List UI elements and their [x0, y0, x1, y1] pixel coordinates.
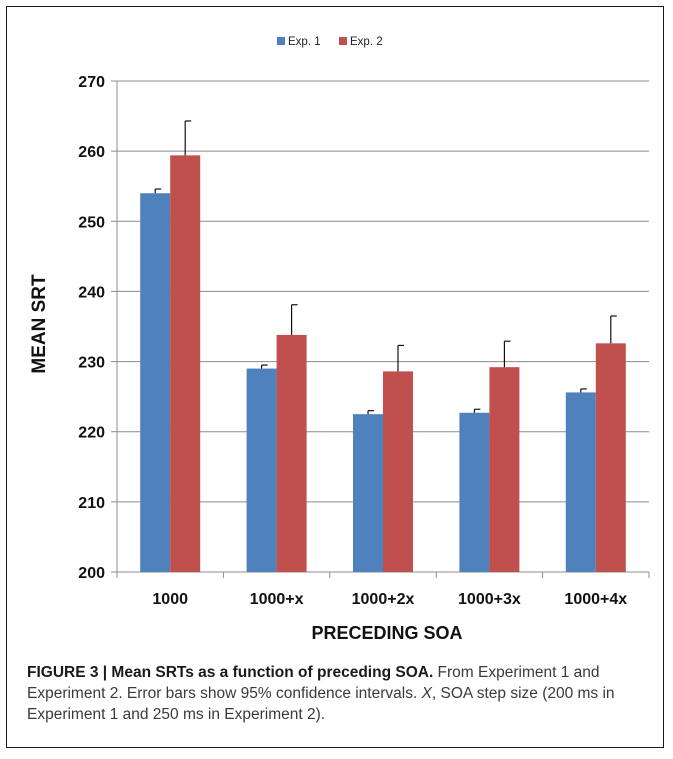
y-tick-label: 270 — [78, 74, 105, 91]
caption-x-symbol: X — [421, 685, 432, 702]
y-tick-label: 210 — [78, 495, 105, 512]
bar — [595, 343, 626, 572]
y-tick-label: 220 — [78, 425, 105, 442]
caption-text-a: From Experiment 1 and Experiment 2. Erro… — [27, 664, 600, 702]
x-tick-label: 1000+2x — [352, 591, 415, 608]
bar — [140, 193, 171, 572]
caption-text-b: , SOA step size (200 ms in Experiment 1 … — [27, 685, 615, 723]
legend-label: Exp. 1 — [288, 36, 321, 48]
gridlines — [117, 80, 649, 503]
bar-chart: 200 210 220 230 240 250 260 270 1000 1000+x 1000+2… — [29, 36, 650, 643]
y-tick-label: 260 — [78, 144, 105, 161]
bar — [170, 155, 201, 572]
y-axis-label: MEAN SRT — [29, 274, 50, 374]
y-tick-label: 250 — [78, 214, 105, 231]
tick-labels: 200 210 220 230 240 250 260 270 1000 1000+x 1000+2… — [78, 74, 627, 608]
legend: Exp. 1 Exp. 2 — [277, 36, 383, 48]
figure-caption: FIGURE 3 | Mean SRTs as a function of pr… — [27, 662, 657, 725]
x-tick-label: 1000+x — [250, 591, 304, 608]
y-tick-label: 200 — [78, 565, 105, 582]
bars — [140, 155, 626, 572]
error-bars — [154, 120, 617, 415]
x-axis-label: PRECEDING SOA — [311, 623, 462, 643]
bar — [565, 392, 596, 572]
caption-lead: FIGURE 3 | Mean SRTs as a function of pr… — [27, 664, 434, 681]
y-tick-label: 240 — [78, 284, 105, 301]
bar — [459, 412, 490, 572]
figure-frame: 200 210 220 230 240 250 260 270 1000 1000+x 1000+2… — [6, 6, 664, 748]
bar — [246, 368, 277, 572]
y-tick-label: 230 — [78, 355, 105, 372]
legend-label: Exp. 2 — [350, 36, 383, 48]
bar — [353, 414, 383, 572]
bar — [276, 334, 307, 572]
x-tick-label: 1000+3x — [458, 591, 521, 608]
legend-swatch — [339, 37, 347, 45]
bar — [383, 371, 413, 572]
bar — [489, 367, 520, 572]
x-tick-label: 1000 — [152, 591, 188, 608]
x-tick-label: 1000+4x — [564, 591, 627, 608]
legend-swatch — [277, 37, 285, 45]
